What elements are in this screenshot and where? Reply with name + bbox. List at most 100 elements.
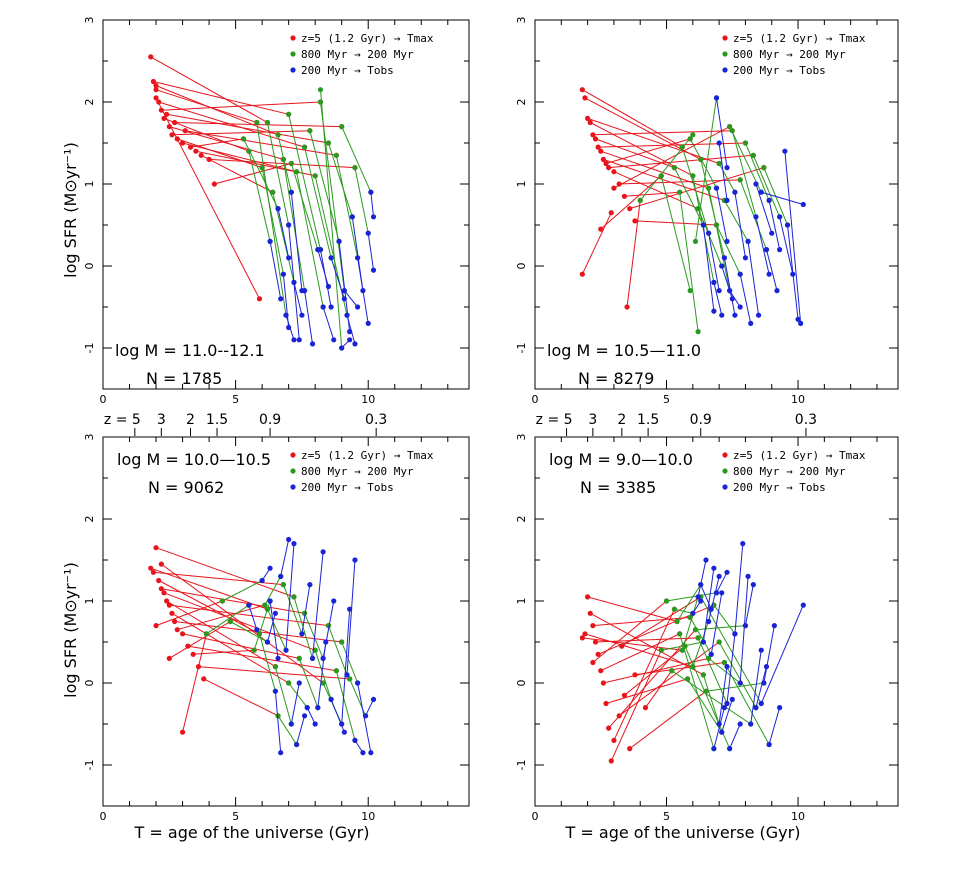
trajectory-blue [718,142,728,201]
trajectory-red [582,637,683,651]
trajectory-green [282,159,306,291]
point-blue-end [352,341,358,347]
point-red-start [582,95,588,101]
point-green-start [352,165,358,171]
trajectory-red [150,567,268,610]
trajectory-green [274,666,292,725]
x-tick-label: 10 [791,393,805,406]
point-red-start [179,631,186,637]
trajectory-red [161,563,324,684]
trajectory-blue [290,192,303,291]
trajectory-blue [367,233,375,271]
y-tick-label: 1 [515,181,528,188]
trajectory-red [155,89,257,123]
legend-label: 800 Myr → 200 Myr [733,48,846,61]
trajectory-red [171,130,310,136]
point-green-start [296,655,302,662]
x-tick-label: 0 [100,810,107,823]
y-tick-label: 2 [83,516,96,523]
y-tick-label: -1 [515,760,528,771]
point-green-end [690,132,696,138]
point-blue-start [721,255,727,261]
redshift-label: z = 5 [104,412,141,428]
point-green-start [721,659,727,666]
point-red-start [598,226,604,232]
x-tick-label: 0 [100,393,107,406]
redshift-label: 0.9 [259,412,281,428]
point-blue-end [732,312,738,318]
point-blue-start [368,189,374,195]
y-tick-label: 1 [515,598,528,605]
trajectory-blue [346,559,356,675]
plot-frame [534,436,899,807]
point-red-start [166,655,172,662]
point-green-start [294,169,300,175]
trajectory-blue [285,543,295,651]
trajectory-red [624,645,686,696]
point-red-start [606,725,612,731]
trajectory-blue [713,707,725,749]
trajectory-blue [768,707,781,745]
point-blue-end [347,606,353,612]
redshift-label: 2 [186,412,195,428]
trajectory-green [298,658,319,708]
point-green-start [288,160,294,167]
point-blue-end [737,721,743,727]
trajectory-green [718,641,757,708]
trajectory-green [697,208,723,267]
trajectory-green [705,682,764,692]
point-green-start [317,99,324,105]
trajectory-blue [697,559,707,598]
point-green-start [750,152,756,158]
trajectory-green [335,155,359,258]
trajectory-blue [277,208,290,258]
point-blue-end [711,565,717,571]
trajectory-blue [280,539,290,577]
trajectory-green [718,163,736,193]
point-blue-start [283,647,289,653]
point-blue-end [771,623,777,629]
point-blue-start [711,746,717,752]
point-blue-end [320,549,326,555]
trajectory-red [610,649,662,762]
trajectory-blue [304,290,314,344]
point-blue-start [339,345,345,351]
point-green-start [674,618,680,625]
trajectory-red [155,97,260,300]
trajectory-green [674,608,693,614]
legend-marker [722,67,728,73]
point-blue-start [294,741,300,748]
point-blue-start [724,700,730,707]
point-red-start [627,746,633,752]
x-axis-title-right: T = age of the universe (Gyr) [565,823,801,842]
point-blue-start [315,705,321,711]
trajectory-red [155,85,279,136]
point-blue-start [713,95,720,101]
point-green-start [716,639,722,645]
trajectory-blue [317,249,329,287]
trajectory-red [595,637,699,643]
point-red-start [611,185,617,191]
point-blue-end [703,557,709,563]
point-blue-start [328,696,334,703]
point-blue-start [763,247,770,253]
trajectory-red [629,167,764,210]
redshift-label: 0.3 [365,412,387,428]
count-label: N = 3385 [580,478,656,497]
point-red-start [627,206,633,212]
point-green-start [307,128,313,134]
legend-marker [722,35,728,41]
trajectory-blue [755,666,767,708]
trajectory-blue [370,192,375,217]
trajectory-red [193,649,255,655]
point-blue-start [716,140,722,146]
point-green-start [682,643,688,649]
point-red-start [156,577,162,584]
point-red-start [590,623,596,629]
trajectory-red [169,126,284,160]
trajectory-blue [768,200,781,250]
panel-3: 0 5 10 -1 0 1 2 3 z=5 (1.2 Gyr) → Tmax 800 Myr → … [83,434,470,823]
trajectory-red [600,633,680,672]
point-red-start [211,181,217,187]
